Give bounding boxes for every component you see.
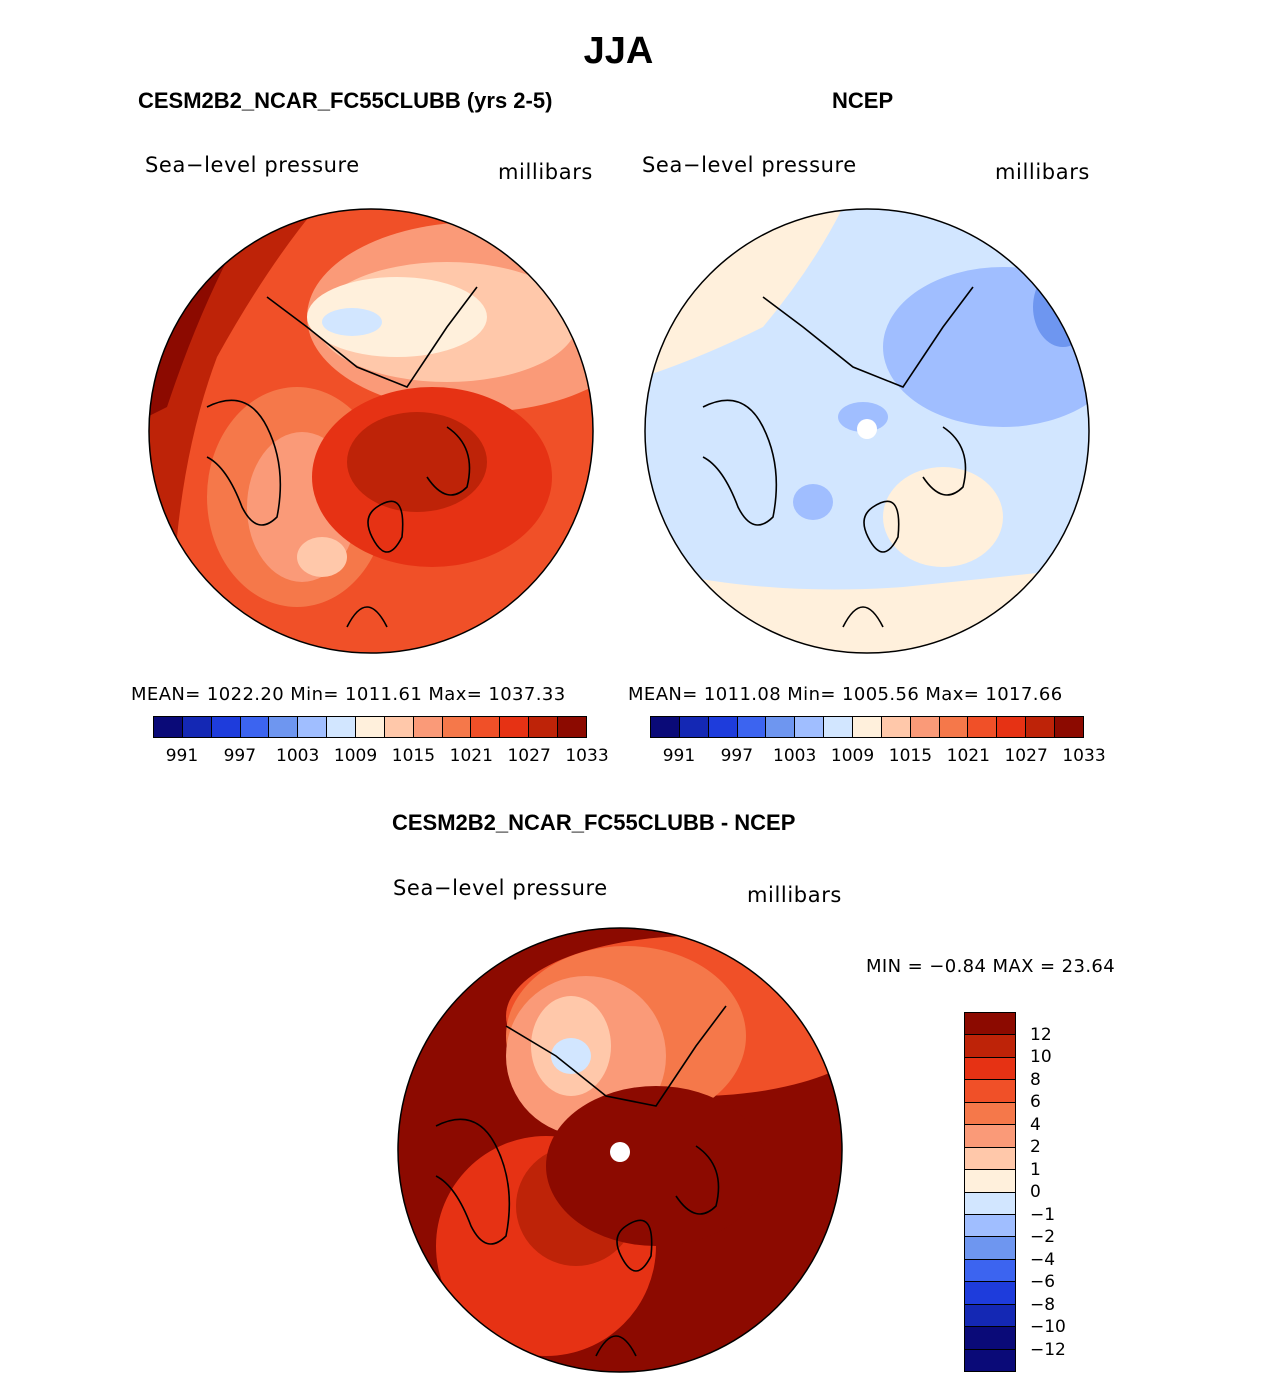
model-colorbar-tick-label: 991 — [165, 746, 199, 766]
obs-colorbar-swatch — [651, 717, 680, 737]
figure-title: JJA — [583, 30, 654, 72]
obs-colorbar-swatch — [997, 717, 1027, 737]
diff-colorbar-tick-label: −8 — [1030, 1294, 1056, 1315]
diff-colorbar-swatch — [965, 1013, 1015, 1036]
model-colorbar-swatch — [529, 717, 559, 737]
diff-colorbar-tick-label: 12 — [1030, 1024, 1052, 1045]
obs-colorbar — [650, 716, 1084, 738]
model-variable-label: Sea−level pressure — [145, 153, 360, 177]
model-panel-title: CESM2B2_NCAR_FC55CLUBB (yrs 2-5) — [138, 88, 553, 113]
obs-units-label: millibars — [995, 160, 1090, 184]
obs-panel-title: NCEP — [832, 88, 894, 113]
diff-panel-title: CESM2B2_NCAR_FC55CLUBB - NCEP — [392, 810, 796, 835]
model-colorbar-swatch — [413, 717, 443, 737]
obs-colorbar-swatch — [968, 717, 998, 737]
diff-polar-map — [397, 927, 843, 1373]
model-colorbar-swatch — [471, 717, 501, 737]
model-colorbar-tick-label: 1015 — [391, 746, 436, 766]
model-colorbar-swatch — [500, 717, 530, 737]
model-colorbar-swatch — [327, 717, 357, 737]
model-colorbar-swatch — [154, 717, 183, 737]
obs-colorbar-ticks: 991 997 1003 1009 1015 1021 1027 1033 — [650, 746, 1106, 768]
obs-polar-map — [644, 208, 1090, 654]
diff-colorbar-tick-label: 0 — [1030, 1182, 1041, 1202]
obs-colorbar-swatch — [881, 717, 911, 737]
diff-colorbar-swatch — [965, 1304, 1015, 1328]
model-colorbar-ticks: 991 997 1003 1009 1015 1021 1027 1033 — [153, 746, 609, 768]
diff-colorbar-tick-label: 4 — [1030, 1114, 1041, 1135]
diff-colorbar-tick-label: 6 — [1030, 1092, 1041, 1112]
diff-colorbar-tick-label: −4 — [1030, 1249, 1056, 1270]
model-colorbar-swatch — [298, 717, 328, 737]
obs-stats: MEAN= 1011.08 Min= 1005.56 Max= 1017.66 — [628, 684, 1063, 705]
model-colorbar-tick-label: 1027 — [507, 746, 551, 766]
diff-colorbar-swatch — [965, 1282, 1015, 1305]
diff-colorbar-tick-label: −2 — [1030, 1227, 1056, 1247]
obs-colorbar-swatch — [1055, 717, 1083, 737]
obs-colorbar-swatch — [853, 717, 882, 737]
obs-colorbar-swatch — [766, 717, 796, 737]
model-colorbar-swatch — [384, 717, 414, 737]
obs-colorbar-tick-label: 1021 — [946, 746, 990, 766]
diff-colorbar-swatch — [965, 1147, 1015, 1171]
model-colorbar — [153, 716, 587, 738]
model-polar-map — [148, 208, 594, 654]
diff-colorbar-swatch — [965, 1035, 1015, 1058]
diff-colorbar-tick-label: −10 — [1030, 1317, 1066, 1337]
diff-units-label: millibars — [747, 883, 842, 907]
model-colorbar-tick-label: 1003 — [276, 746, 320, 766]
diff-colorbar-swatch — [965, 1192, 1015, 1215]
diff-colorbar-tick-label: 1 — [1030, 1159, 1041, 1180]
diff-colorbar — [964, 1012, 1016, 1372]
diff-colorbar-swatch — [965, 1237, 1015, 1260]
model-colorbar-swatch — [240, 717, 270, 737]
obs-colorbar-tick-label: 1027 — [1004, 746, 1048, 766]
diff-colorbar-tick-label: −12 — [1030, 1339, 1066, 1360]
diff-colorbar-tick-label: 10 — [1030, 1047, 1052, 1067]
diff-colorbar-tick-label: 8 — [1030, 1069, 1041, 1090]
model-colorbar-swatch — [356, 717, 385, 737]
diff-colorbar-swatch — [965, 1214, 1015, 1238]
model-colorbar-swatch — [211, 717, 241, 737]
diff-colorbar-swatch — [965, 1080, 1015, 1103]
obs-colorbar-swatch — [1026, 717, 1056, 737]
diff-colorbar-tick-label: −6 — [1030, 1272, 1056, 1292]
model-colorbar-tick-label: 1033 — [565, 746, 609, 766]
diff-colorbar-tick-label: 2 — [1030, 1137, 1041, 1157]
diff-colorbar-swatch — [965, 1259, 1015, 1283]
obs-variable-label: Sea−level pressure — [642, 153, 857, 177]
obs-colorbar-swatch — [679, 717, 709, 737]
diff-stats: MIN = −0.84 MAX = 23.64 — [866, 956, 1116, 977]
obs-colorbar-swatch — [939, 717, 969, 737]
obs-colorbar-tick-label: 991 — [662, 746, 696, 766]
model-colorbar-swatch — [558, 717, 586, 737]
obs-colorbar-tick-label: 997 — [720, 746, 754, 766]
model-stats: MEAN= 1022.20 Min= 1011.61 Max= 1037.33 — [131, 684, 566, 705]
obs-colorbar-tick-label: 1009 — [830, 746, 875, 766]
diff-colorbar-swatch — [965, 1349, 1015, 1371]
obs-colorbar-tick-label: 1015 — [888, 746, 933, 766]
model-colorbar-tick-label: 1009 — [333, 746, 378, 766]
obs-colorbar-swatch — [910, 717, 940, 737]
diff-colorbar-swatch — [965, 1125, 1015, 1148]
diff-colorbar-swatch — [965, 1327, 1015, 1350]
model-colorbar-swatch — [182, 717, 212, 737]
obs-colorbar-swatch — [824, 717, 854, 737]
diff-variable-label: Sea−level pressure — [393, 876, 608, 900]
obs-colorbar-tick-label: 1003 — [773, 746, 817, 766]
diff-colorbar-tick-label: −1 — [1030, 1204, 1056, 1225]
model-colorbar-tick-label: 1021 — [449, 746, 493, 766]
obs-colorbar-swatch — [737, 717, 767, 737]
diff-colorbar-swatch — [965, 1057, 1015, 1081]
obs-colorbar-tick-label: 1033 — [1062, 746, 1106, 766]
model-colorbar-swatch — [269, 717, 299, 737]
model-colorbar-swatch — [442, 717, 472, 737]
diff-colorbar-swatch — [965, 1102, 1015, 1126]
model-colorbar-tick-label: 997 — [223, 746, 257, 766]
obs-colorbar-swatch — [795, 717, 825, 737]
diff-colorbar-swatch — [965, 1170, 1015, 1193]
model-units-label: millibars — [498, 160, 593, 184]
obs-colorbar-swatch — [708, 717, 738, 737]
